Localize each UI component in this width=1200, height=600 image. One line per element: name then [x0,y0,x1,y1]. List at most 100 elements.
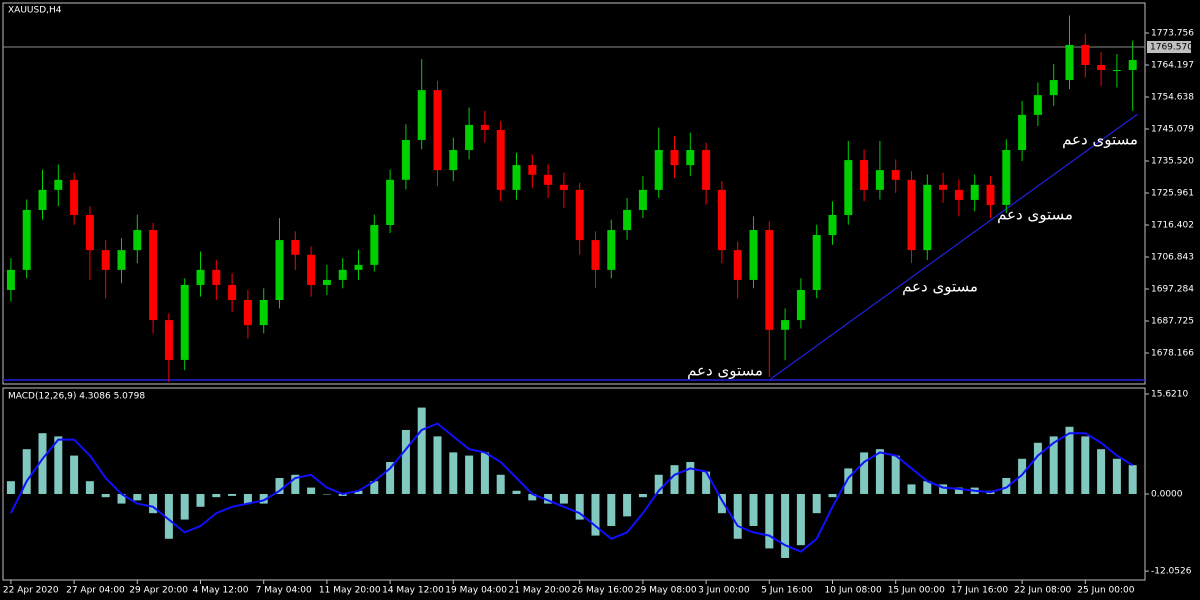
candle-body [923,184,932,251]
candle-body [591,240,600,270]
histogram-bar [243,493,252,504]
histogram-bar [101,493,110,498]
histogram-bar [370,481,379,494]
histogram-bar [828,493,837,498]
candle-body [1002,150,1011,205]
histogram-bar [259,493,268,504]
candle-body [180,284,189,360]
candle-body [465,124,474,151]
candle-body [307,254,316,285]
signal-line [10,422,1134,553]
candle-body [1065,44,1074,81]
candle-body [954,189,963,200]
histogram-bar [860,452,869,494]
candle-body [164,320,173,360]
x-tick-label: 11 May 20:00 [319,586,381,596]
candle-body [22,209,31,270]
candle-body [196,269,205,285]
candle-body [638,189,647,210]
y-tick-label: 0.0000 [1151,489,1183,499]
y-tick-label: 1764.197 [1151,61,1194,71]
x-tick-label: 10 Jun 08:00 [825,586,882,596]
candle-body [133,230,142,251]
candle-body [259,300,268,326]
candle-body [338,269,347,280]
histogram-bar [164,493,173,539]
histogram-bar [717,493,726,514]
histogram-bar [133,493,142,501]
histogram-bar [322,493,331,495]
candle-body [117,250,126,270]
candle-body [212,269,221,285]
histogram-bar [638,493,647,498]
y-tick-label: 1745.079 [1151,125,1194,135]
y-tick-label: 1678.166 [1151,349,1194,359]
candle-body [749,230,758,280]
candle-body [686,150,695,166]
histogram-bar [623,493,632,517]
candle-body [386,179,395,226]
candle-body [6,269,15,290]
histogram-bar [528,493,537,501]
histogram-bar [702,471,711,494]
candle-body [1033,95,1042,115]
price-label-box [1147,41,1191,54]
candle-body [417,90,426,140]
histogram-bar [1049,436,1058,494]
candle-body [496,129,505,190]
candle-body [812,235,821,290]
x-tick-label: 22 Jun 08:00 [1014,586,1071,596]
candle-body [702,150,711,190]
candle-body [243,300,252,326]
histogram-bar [765,493,774,549]
histogram-bar [1128,465,1137,494]
histogram-bar [654,474,663,494]
candle-body [891,170,900,180]
candle-body [149,230,158,321]
candle-body [1097,64,1106,71]
x-tick-label: 21 May 20:00 [509,586,571,596]
histogram-bar [85,481,94,494]
candle-body [844,160,853,215]
candle-body [38,189,47,210]
candle-body [765,230,774,330]
y-tick-label: 1754.638 [1151,93,1194,103]
histogram-bar [781,493,790,558]
candle-body [717,189,726,251]
histogram-bar [401,429,410,494]
histogram-bar [180,493,189,520]
candle-body [322,279,331,285]
annotation: مستوى دعم [1062,131,1138,149]
x-tick-label: 19 May 04:00 [445,586,507,596]
x-tick-label: 14 May 12:00 [382,586,444,596]
histogram-bar [6,481,15,494]
histogram-bar [275,477,284,494]
annotation: مستوى دعم [997,206,1073,224]
y-tick-label: 1716.402 [1151,221,1194,231]
candle-body [781,320,790,330]
candle-body [559,184,568,190]
histogram-bar [954,487,963,494]
histogram-bar [512,490,521,494]
histogram-bar [417,407,426,494]
x-tick-label: 25 Jun 00:00 [1077,586,1134,596]
histogram-bar [875,449,884,494]
histogram-bar [480,452,489,494]
histogram-bar [354,490,363,494]
x-tick-label: 4 May 12:00 [193,586,249,596]
candle-body [970,184,979,200]
candle-body [1049,80,1058,96]
histogram-bar [22,449,31,494]
candle-body [986,184,995,205]
candle-body [291,240,300,255]
histogram-bar [607,493,616,526]
histogram-bar [117,493,126,504]
histogram-bar [1018,458,1027,494]
candle-body [875,170,884,190]
histogram-bar [465,455,474,494]
candle-body [939,184,948,190]
candle-body [1081,44,1090,65]
candle-body [528,165,537,175]
y-tick-label: -12.0526 [1151,567,1192,577]
